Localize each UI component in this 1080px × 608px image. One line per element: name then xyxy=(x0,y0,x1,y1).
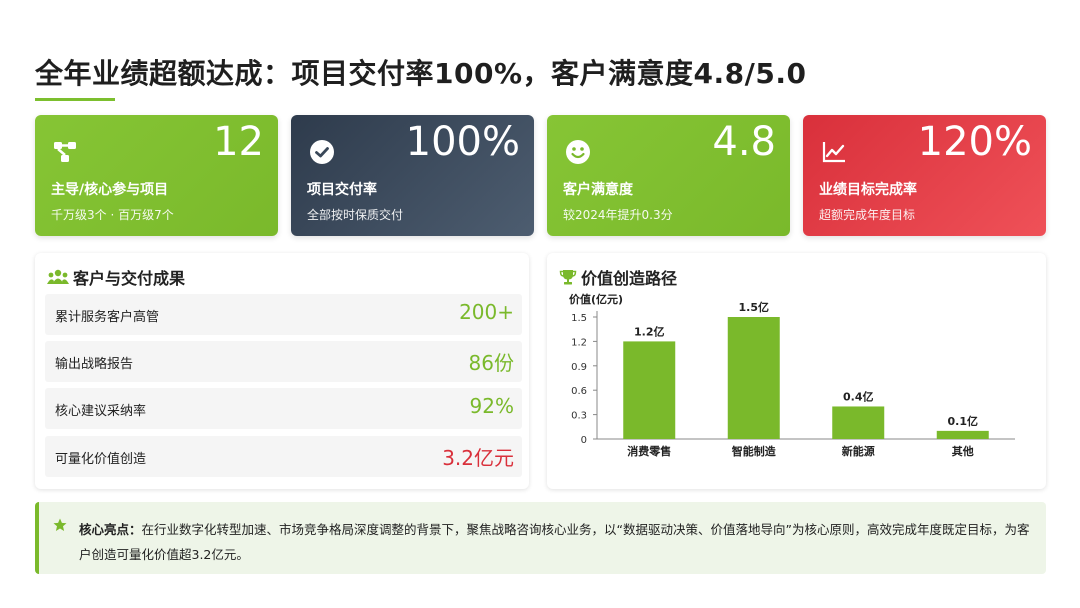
result-row: 核心建议采纳率 92% xyxy=(45,388,522,429)
x-tick-label: 其他 xyxy=(952,444,974,458)
users-icon xyxy=(47,269,69,284)
kpi-value: 12 xyxy=(213,119,264,165)
y-tick-label: 0.6 xyxy=(571,386,587,397)
kpi-subtext: 较2024年提升0.3分 xyxy=(563,208,673,222)
check-circle-icon xyxy=(310,140,334,164)
row-label: 输出战略报告 xyxy=(55,357,134,372)
row-value: 200+ xyxy=(459,300,514,324)
result-row: 累计服务客户高管 200+ xyxy=(45,294,522,335)
row-label: 累计服务客户高管 xyxy=(55,310,160,325)
kpi-value: 100% xyxy=(405,119,520,165)
bar-data-label: 0.4亿 xyxy=(843,389,874,403)
row-value: 86份 xyxy=(468,351,514,375)
title-underline xyxy=(35,98,115,101)
bar xyxy=(832,406,885,439)
y-tick-label: 0 xyxy=(581,435,587,446)
kpi-value: 4.8 xyxy=(712,119,776,165)
core-highlight-box: 核心亮点：在行业数字化转型加速、市场竞争格局深度调整的背景下，聚焦战略咨询核心业… xyxy=(35,502,1046,574)
panel-title: 客户与交付成果 xyxy=(47,265,185,289)
result-row: 输出战略报告 86份 xyxy=(45,341,522,382)
star-icon xyxy=(53,518,67,531)
bar-data-label: 0.1亿 xyxy=(948,414,979,428)
smile-icon xyxy=(566,140,590,164)
page-title: 全年业绩超额达成：项目交付率100%，客户满意度4.8/5.0 xyxy=(35,57,807,90)
kpi-card-delivery: 100% 项目交付率 全部按时保质交付 xyxy=(291,115,534,236)
value-path-panel: 价值创造路径 价值(亿元) 0 0.3 0.6 0.9 1.2 1.5 1.2亿消费零售 1.5… xyxy=(547,253,1046,489)
y-tick-label: 1.5 xyxy=(571,313,587,324)
kpi-label: 业绩目标完成率 xyxy=(819,182,917,198)
client-delivery-panel: 客户与交付成果 累计服务客户高管 200+ 输出战略报告 86份 核心建议采纳率… xyxy=(35,253,529,489)
bar-data-label: 1.2亿 xyxy=(634,324,665,338)
panel-title: 价值创造路径 xyxy=(559,265,677,289)
kpi-subtext: 千万级3个 · 百万级7个 xyxy=(51,208,174,222)
kpi-label: 客户满意度 xyxy=(563,182,633,198)
y-tick-label: 1.2 xyxy=(571,337,587,348)
kpi-card-target: 120% 业绩目标完成率 超额完成年度目标 xyxy=(803,115,1046,236)
x-tick-label: 智能制造 xyxy=(732,444,777,458)
x-tick-label: 消费零售 xyxy=(627,444,671,458)
result-row: 可量化价值创造 3.2亿元 xyxy=(45,436,522,477)
y-tick-label: 0.3 xyxy=(571,411,587,422)
row-label: 可量化价值创造 xyxy=(55,452,147,467)
kpi-card-projects: 12 主导/核心参与项目 千万级3个 · 百万级7个 xyxy=(35,115,278,236)
kpi-label: 项目交付率 xyxy=(307,182,377,198)
bar-data-label: 1.5亿 xyxy=(739,300,770,314)
trend-chart-icon xyxy=(822,142,845,163)
row-value: 92% xyxy=(469,394,514,418)
bar xyxy=(623,341,676,439)
y-axis-label: 价值(亿元) xyxy=(569,292,623,306)
highlight-text: 核心亮点：在行业数字化转型加速、市场竞争格局深度调整的背景下，聚焦战略咨询核心业… xyxy=(79,517,1032,567)
kpi-subtext: 超额完成年度目标 xyxy=(819,208,916,222)
project-network-icon xyxy=(54,142,76,162)
bar xyxy=(936,430,989,439)
row-value: 3.2亿元 xyxy=(442,446,514,470)
trophy-icon xyxy=(559,270,577,285)
kpi-subtext: 全部按时保质交付 xyxy=(307,208,404,222)
kpi-card-satisfaction: 4.8 客户满意度 较2024年提升0.3分 xyxy=(547,115,790,236)
y-tick-label: 0.9 xyxy=(571,362,587,373)
kpi-value: 120% xyxy=(917,119,1032,165)
highlight-label: 核心亮点： xyxy=(79,522,142,537)
kpi-label: 主导/核心参与项目 xyxy=(51,182,169,198)
bar xyxy=(727,317,780,439)
highlight-body: 在行业数字化转型加速、市场竞争格局深度调整的背景下，聚焦战略咨询核心业务，以“数… xyxy=(79,522,1030,562)
x-tick-label: 新能源 xyxy=(842,444,875,458)
row-label: 核心建议采纳率 xyxy=(55,404,147,419)
